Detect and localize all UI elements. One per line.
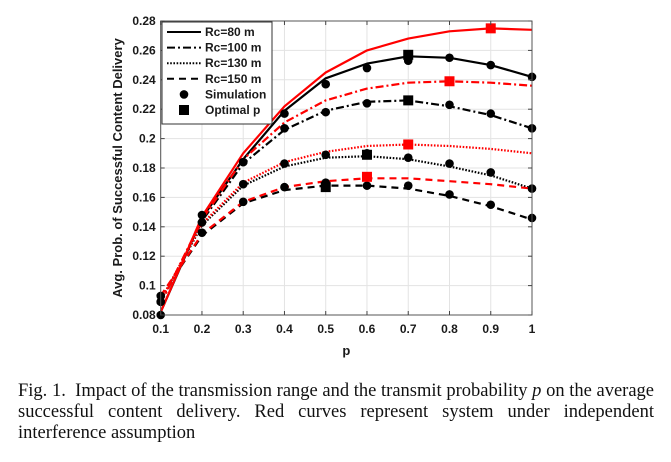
simulation-point: [197, 210, 207, 220]
simulation-point: [280, 109, 289, 118]
optimal-p-marker: [444, 76, 455, 87]
simulation-point: [486, 109, 496, 118]
x-tick-label: 0.3: [235, 322, 252, 336]
caption-prefix: Fig. 1.: [18, 381, 66, 401]
legend-label: Rc=130 m: [205, 56, 261, 70]
optimal-p-marker: [403, 139, 414, 150]
markers: [156, 23, 537, 320]
series-line-rc-130-m-independent-interference-: [159, 143, 533, 301]
y-tick-label: 0.26: [132, 43, 156, 57]
series-line-rc-150-m-independent-interference-: [159, 177, 533, 297]
chart: 0.1 0.2 0.3 0.4 0.5 0.6 0.7 0.8 0.9 10.080.10.120…: [110, 14, 537, 358]
simulation-point: [321, 79, 331, 89]
simulation-point: [238, 179, 248, 189]
legend: Rc=80 m Rc=100 mRc=130 m Rc=150 mSimulatio…: [161, 21, 273, 125]
y-tick-label: 0.24: [132, 73, 156, 87]
legend-square-icon: [179, 105, 189, 115]
simulation-point: [403, 153, 413, 163]
simulation-point: [445, 159, 454, 168]
legend-label: Rc=80 m: [205, 25, 255, 39]
y-tick-label: 0.16: [132, 190, 156, 204]
caption-text-2: on the average successful content delive…: [18, 381, 654, 443]
caption-variable: p: [532, 381, 542, 401]
simulation-point: [362, 99, 372, 108]
simulation-point: [403, 181, 413, 190]
simulation-point: [238, 157, 248, 167]
legend-label: Simulation: [205, 87, 266, 101]
x-tick-label: 0.5: [317, 322, 334, 336]
axis-ticks: 0.1 0.2 0.3 0.4 0.5 0.6 0.7 0.8 0.9 10.080.10.120…: [132, 14, 535, 336]
x-tick-label: 1: [529, 322, 536, 336]
y-tick-label: 0.28: [132, 14, 156, 28]
x-tick-label: 0.4: [276, 322, 293, 336]
optimal-p-marker: [361, 149, 372, 160]
legend-circle-icon: [179, 90, 189, 99]
simulation-point: [197, 228, 207, 237]
optimal-p-marker: [403, 95, 414, 106]
simulation-point: [486, 200, 496, 210]
x-tick-label: 0.8: [441, 322, 458, 336]
simulation-point: [486, 60, 496, 70]
figure-caption: Fig. 1. Impact of the transmission range…: [18, 381, 654, 444]
series-lines: [159, 27, 533, 313]
series-line-rc-80-m-independent-interference-: [159, 27, 533, 313]
y-tick-label: 0.1: [139, 279, 156, 293]
x-tick-label: 0.6: [359, 322, 376, 336]
y-tick-label: 0.18: [132, 161, 156, 175]
y-tick-label: 0.14: [132, 220, 156, 234]
simulation-point: [445, 53, 454, 63]
simulation-point: [362, 181, 372, 190]
legend-label: Rc=150 m: [205, 72, 261, 86]
legend-label: Optimal p: [205, 103, 260, 117]
simulation-point: [486, 168, 496, 177]
legend-item: Optimal p: [179, 103, 260, 117]
y-axis-title: Avg. Prob. of Successful Content Deliver…: [110, 37, 125, 297]
y-tick-label: 0.08: [132, 308, 156, 322]
y-tick-label: 0.22: [132, 102, 156, 116]
y-tick-label: 0.2: [139, 132, 156, 146]
legend-item: Rc=130 m: [167, 56, 261, 70]
optimal-p-marker: [403, 49, 414, 60]
simulation-point: [321, 107, 331, 117]
simulation-point: [321, 150, 331, 160]
y-tick-label: 0.12: [132, 249, 156, 263]
x-tick-label: 0.9: [482, 322, 499, 336]
x-tick-label: 0.7: [400, 322, 417, 336]
legend-item: Rc=100 m: [167, 41, 261, 55]
series-line-rc-150-m: [159, 184, 533, 297]
x-tick-label: 0.2: [194, 322, 211, 336]
simulation-point: [445, 100, 454, 110]
x-axis-title: p: [342, 343, 350, 358]
optimal-p-marker: [485, 23, 496, 34]
legend-item: Rc=150 m: [167, 72, 261, 86]
simulation-point: [238, 197, 248, 207]
simulation-point: [197, 218, 207, 227]
simulation-point: [280, 124, 289, 133]
simulation-point: [445, 190, 454, 199]
simulation-point: [280, 182, 289, 192]
simulation-point: [362, 63, 372, 73]
simulation-point: [280, 159, 289, 168]
series-line-rc-130-m: [159, 155, 533, 301]
x-tick-label: 0.1: [152, 322, 169, 336]
optimal-p-marker: [361, 171, 372, 182]
series-line-rc-100-m-independent-interference-: [159, 80, 533, 304]
optimal-p-marker: [320, 182, 331, 193]
legend-label: Rc=100 m: [205, 41, 261, 55]
series-line-rc-100-m: [159, 99, 533, 304]
legend-item: Rc=80 m: [167, 25, 255, 39]
caption-text-1: Impact of the transmission range and the…: [75, 381, 528, 401]
legend-item: Simulation: [179, 87, 266, 101]
